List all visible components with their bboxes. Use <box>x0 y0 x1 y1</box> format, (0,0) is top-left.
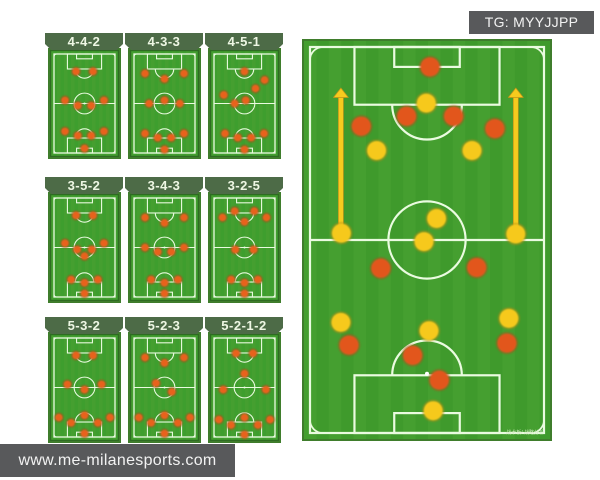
svg-text:战术板/ 战略分析: 战术板/ 战略分析 <box>506 429 544 436</box>
